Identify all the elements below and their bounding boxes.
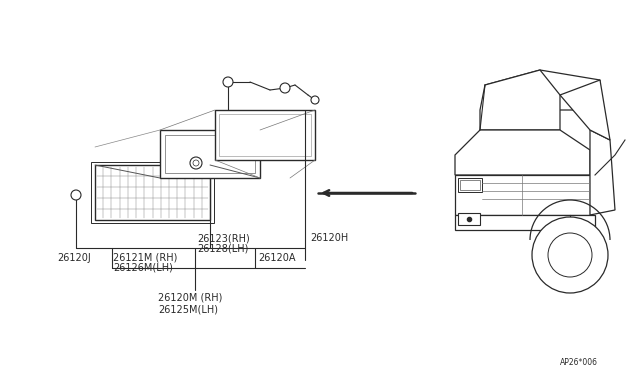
Circle shape [193, 160, 199, 166]
Bar [165, 135, 255, 173]
Polygon shape [480, 70, 560, 130]
Bar [215, 110, 315, 160]
Polygon shape [458, 178, 482, 192]
Bar [458, 213, 480, 225]
Polygon shape [590, 130, 615, 215]
Polygon shape [455, 215, 595, 230]
Text: 26126M(LH): 26126M(LH) [113, 263, 173, 273]
Polygon shape [455, 130, 590, 175]
Bar [95, 165, 210, 220]
Polygon shape [455, 175, 590, 215]
Bar [91, 162, 214, 223]
Text: 26128(LH): 26128(LH) [197, 243, 248, 253]
Circle shape [190, 157, 202, 169]
Polygon shape [485, 70, 600, 110]
Circle shape [280, 83, 290, 93]
Bar [460, 180, 480, 190]
Text: 26120J: 26120J [57, 253, 91, 263]
Text: 26125M(LH): 26125M(LH) [158, 304, 218, 314]
Bar [160, 130, 260, 178]
Circle shape [223, 77, 233, 87]
Circle shape [532, 217, 608, 293]
Circle shape [548, 233, 592, 277]
Text: 26121M (RH): 26121M (RH) [113, 253, 177, 263]
Bar [219, 114, 311, 156]
Text: AP26*006: AP26*006 [560, 358, 598, 367]
Circle shape [311, 96, 319, 104]
Text: 26123(RH): 26123(RH) [197, 233, 250, 243]
Text: 26120M (RH): 26120M (RH) [158, 293, 222, 303]
Text: 26120H: 26120H [310, 233, 348, 243]
Text: 26120A: 26120A [258, 253, 296, 263]
Polygon shape [560, 80, 610, 140]
Circle shape [71, 190, 81, 200]
